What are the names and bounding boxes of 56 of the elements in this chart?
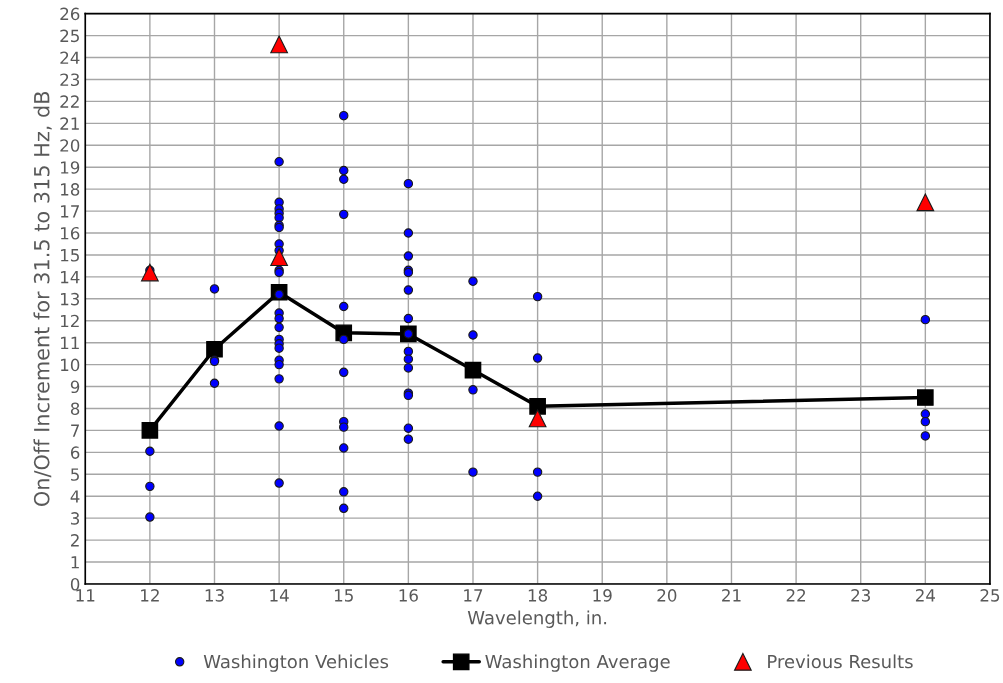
y-tick-label: 9 xyxy=(70,380,80,394)
point xyxy=(270,248,289,267)
y-tick-label: 3 xyxy=(71,512,80,525)
y-tick-label: 25 xyxy=(60,29,79,43)
x-tick-label: 14 xyxy=(270,589,289,602)
point xyxy=(528,409,547,428)
x-tick-label: 15 xyxy=(334,589,353,602)
y-tick-label: 6 xyxy=(70,446,80,459)
y-tick-label: 15 xyxy=(61,249,79,262)
point xyxy=(206,340,223,358)
x-tick-label: 13 xyxy=(205,589,224,602)
x-tick-label: 18 xyxy=(528,589,548,602)
point xyxy=(529,397,546,415)
point xyxy=(140,263,159,282)
point xyxy=(917,389,934,406)
legend-label: Previous Results xyxy=(768,654,913,669)
point xyxy=(916,193,935,212)
y-tick-label: 8 xyxy=(70,402,80,416)
x-tick-label: 20 xyxy=(657,589,677,602)
point xyxy=(464,361,482,379)
y-tick-label: 12 xyxy=(61,314,79,328)
y-tick-label: 18 xyxy=(61,183,80,196)
point xyxy=(141,422,159,439)
y-tick-label: 24 xyxy=(60,51,80,64)
y-tick-label: 1 xyxy=(71,556,79,569)
y-tick-label: 21 xyxy=(60,117,79,130)
x-axis-title: Wavelength, in. xyxy=(467,610,607,628)
y-tick-label: 2 xyxy=(71,534,79,547)
legend-label: Washington Average xyxy=(485,654,670,672)
y-tick-label: 14 xyxy=(61,271,80,284)
x-tick-label: 12 xyxy=(141,589,159,602)
legend-label: Washington Vehicles xyxy=(203,654,389,672)
y-tick-label: 5 xyxy=(71,468,79,481)
y-tick-label: 0 xyxy=(70,577,80,591)
y-tick-label: 4 xyxy=(70,490,80,503)
x-tick-label: 22 xyxy=(786,589,806,602)
x-tick-label: 17 xyxy=(464,589,483,602)
y-tick-label: 22 xyxy=(60,95,79,108)
y-tick-label: 23 xyxy=(60,73,80,87)
y-tick-label: 13 xyxy=(61,292,80,306)
y-tick-label: 26 xyxy=(60,7,80,21)
x-tick-label: 24 xyxy=(915,589,936,602)
x-tick-label: 21 xyxy=(722,589,741,602)
y-axis-title: On/Off Increment for 31.5 to 315 Hz, dB xyxy=(33,91,52,506)
x-tick-label: 16 xyxy=(399,589,418,602)
y-tick-label: 7 xyxy=(71,424,79,437)
x-tick-label: 23 xyxy=(851,589,870,602)
point xyxy=(270,35,289,54)
y-tick-label: 16 xyxy=(61,226,80,240)
y-tick-label: 19 xyxy=(61,161,80,174)
y-tick-label: 11 xyxy=(61,336,79,350)
x-tick-label: 19 xyxy=(593,589,612,602)
y-tick-label: 17 xyxy=(61,205,79,218)
y-tick-label: 10 xyxy=(61,358,80,372)
y-tick-label: 20 xyxy=(60,139,80,152)
x-tick-label: 25 xyxy=(980,589,1000,602)
